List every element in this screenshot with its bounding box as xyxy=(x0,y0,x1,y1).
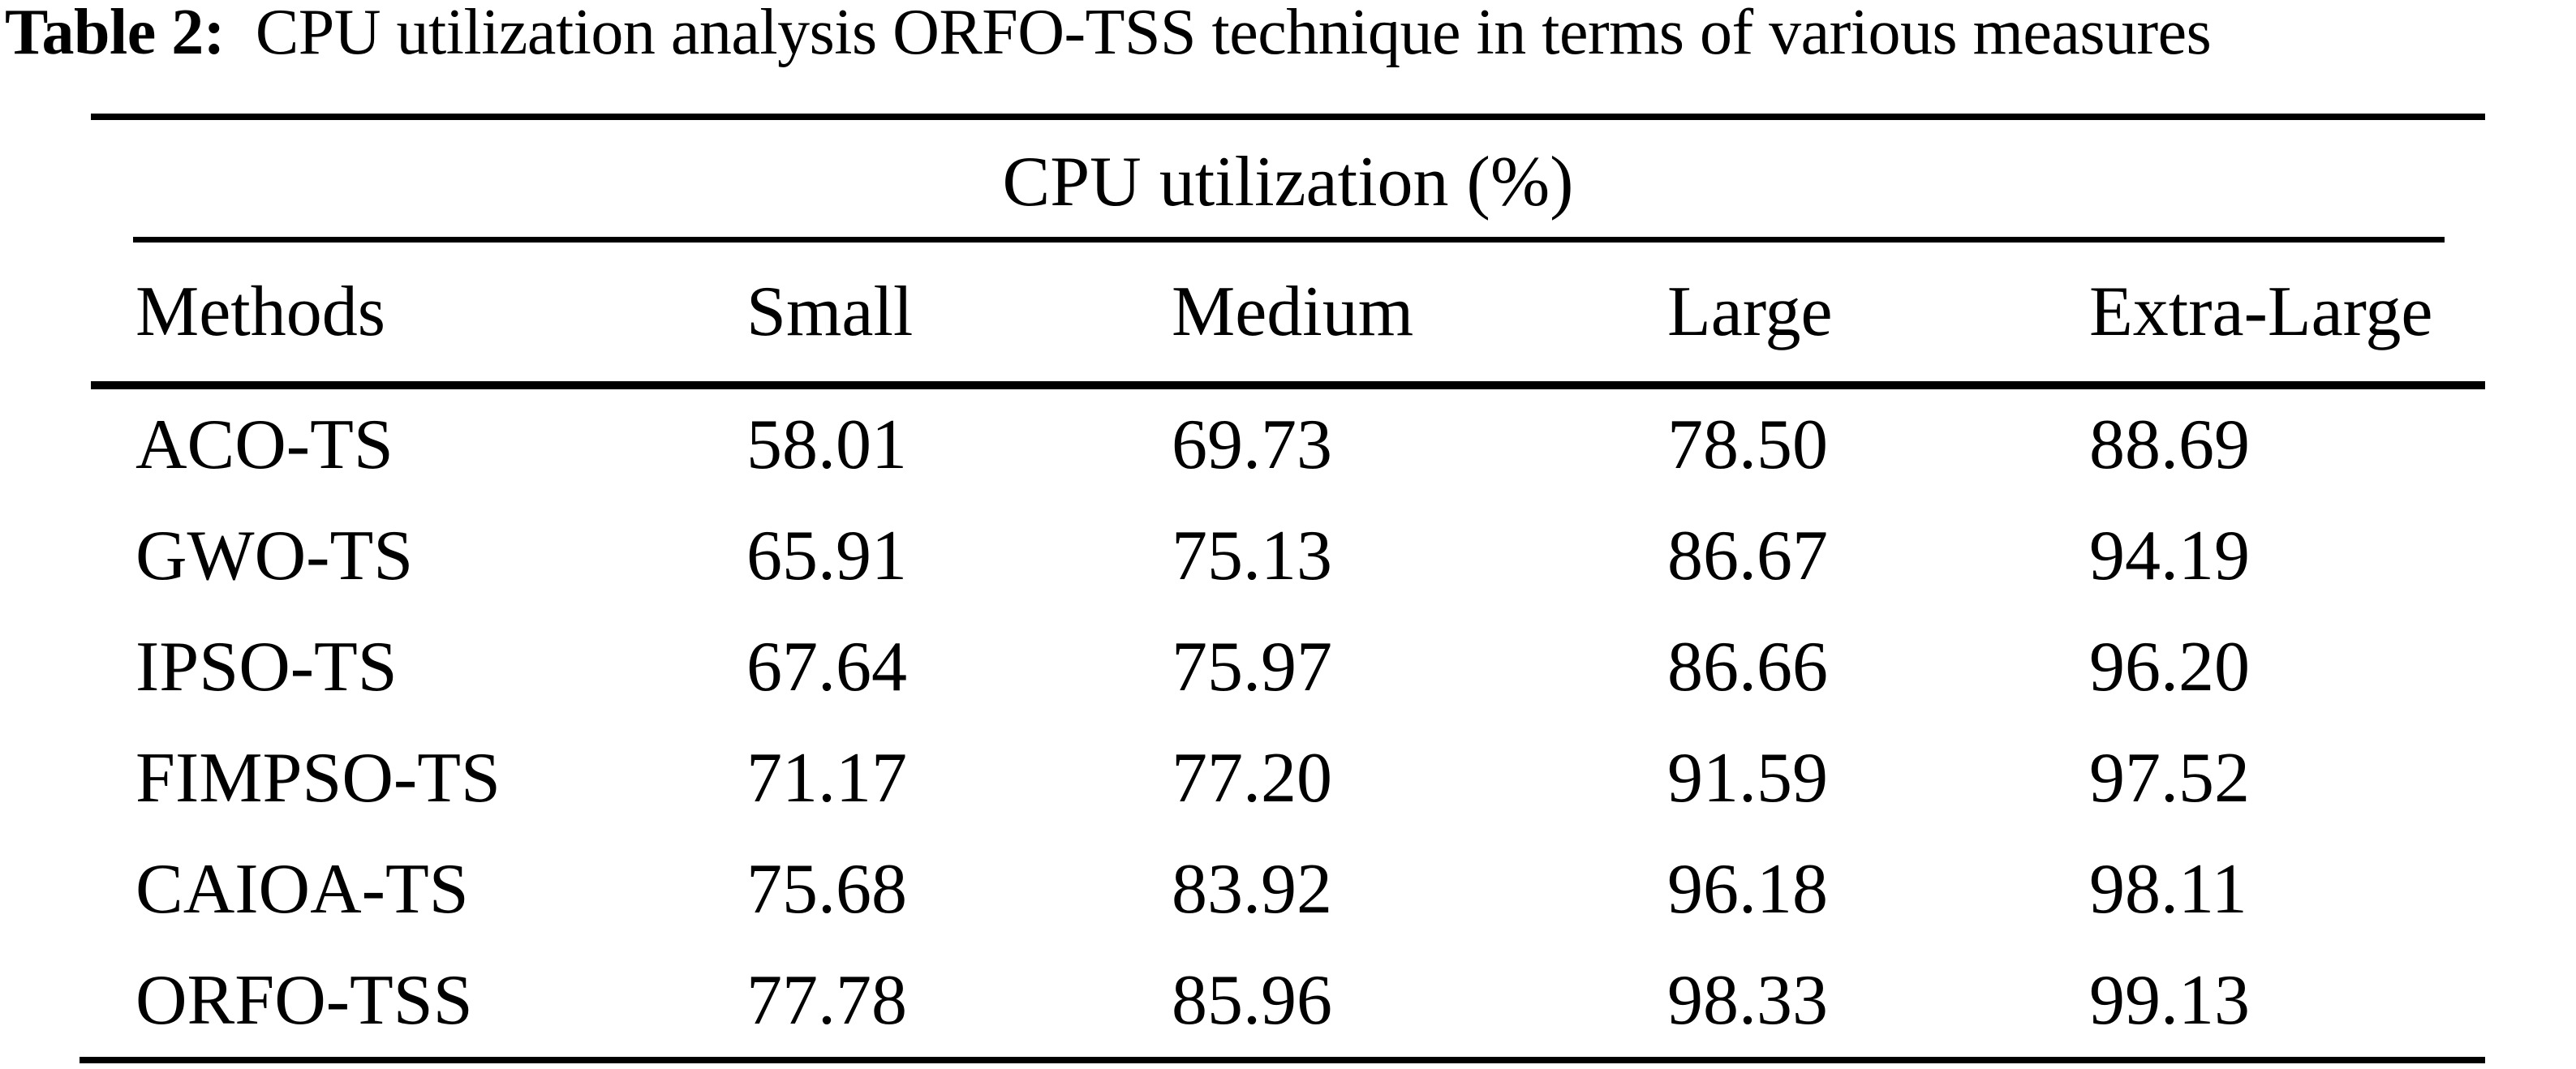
table-row: IPSO-TS 67.64 75.97 86.66 96.20 xyxy=(91,612,2485,723)
table-row: ACO-TS 58.01 69.73 78.50 88.69 xyxy=(91,389,2485,500)
cell-value: 77.20 xyxy=(1172,738,1332,818)
table-group-header: CPU utilization (%) xyxy=(91,120,2485,237)
cell-method: GWO-TS xyxy=(135,516,414,595)
column-header-methods: Methods xyxy=(135,272,385,351)
cell-value: 96.20 xyxy=(2089,627,2250,706)
cell-value: 78.50 xyxy=(1667,405,1828,484)
cell-value: 75.68 xyxy=(746,849,907,929)
cell-value: 88.69 xyxy=(2089,405,2250,484)
cell-value: 67.64 xyxy=(746,627,907,706)
cell-value: 86.67 xyxy=(1667,516,1828,595)
cell-method: FIMPSO-TS xyxy=(135,738,501,818)
cell-value: 98.33 xyxy=(1667,960,1828,1040)
column-header-extra-large: Extra-Large xyxy=(2089,272,2433,351)
column-header-medium: Medium xyxy=(1172,272,1414,351)
cell-method: ACO-TS xyxy=(135,405,393,484)
table-rule-bottom xyxy=(80,1057,2485,1063)
cell-value: 91.59 xyxy=(1667,738,1828,818)
cell-value: 69.73 xyxy=(1172,405,1332,484)
table-row: FIMPSO-TS 71.17 77.20 91.59 97.52 xyxy=(91,723,2485,834)
cell-method: CAIOA-TS xyxy=(135,849,469,929)
cell-value: 75.97 xyxy=(1172,627,1332,706)
cell-method: ORFO-TSS xyxy=(135,960,473,1040)
table-header-row: Methods Small Medium Large Extra-Large xyxy=(91,243,2485,381)
table-row: ORFO-TSS 77.78 85.96 98.33 99.13 xyxy=(91,945,2485,1056)
cell-value: 71.17 xyxy=(746,738,907,818)
cell-value: 98.11 xyxy=(2089,849,2247,929)
table-rule-top xyxy=(91,114,2485,120)
cell-value: 65.91 xyxy=(746,516,907,595)
cell-value: 83.92 xyxy=(1172,849,1332,929)
table-row: GWO-TS 65.91 75.13 86.67 94.19 xyxy=(91,500,2485,612)
cpu-utilization-table: CPU utilization (%) Methods Small Medium… xyxy=(80,114,2485,1069)
table-caption: Table 2: CPU utilization analysis ORFO-TS… xyxy=(5,0,2212,73)
table-caption-label: Table 2: xyxy=(5,0,225,68)
column-header-large: Large xyxy=(1667,272,1833,351)
cell-value: 94.19 xyxy=(2089,516,2250,595)
table-rule-mid xyxy=(133,237,2445,243)
table-group-header-label: CPU utilization (%) xyxy=(1002,142,1574,221)
table-rule-header-bottom xyxy=(91,381,2485,389)
table-row: CAIOA-TS 75.68 83.92 96.18 98.11 xyxy=(91,834,2485,945)
cell-value: 97.52 xyxy=(2089,738,2250,818)
cell-value: 99.13 xyxy=(2089,960,2250,1040)
cell-value: 86.66 xyxy=(1667,627,1828,706)
cell-value: 77.78 xyxy=(746,960,907,1040)
cell-value: 85.96 xyxy=(1172,960,1332,1040)
cell-value: 96.18 xyxy=(1667,849,1828,929)
table-caption-text: CPU utilization analysis ORFO-TSS techni… xyxy=(255,0,2212,68)
column-header-small: Small xyxy=(746,272,914,351)
cell-method: IPSO-TS xyxy=(135,627,398,706)
cell-value: 58.01 xyxy=(746,405,907,484)
cell-value: 75.13 xyxy=(1172,516,1332,595)
